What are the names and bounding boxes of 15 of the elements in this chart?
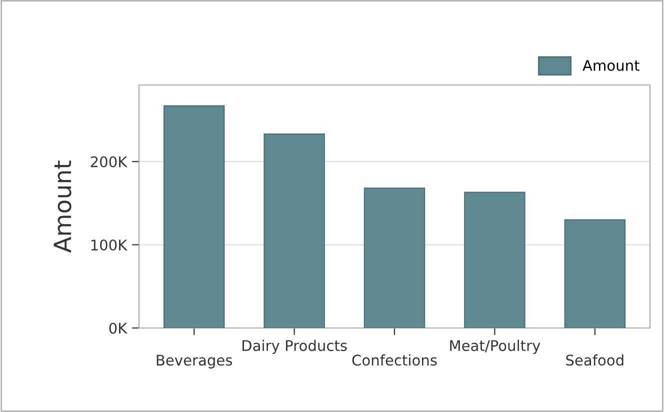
bar	[564, 219, 626, 328]
y-axis-title: Amount	[54, 160, 72, 253]
x-tick-label: Confections	[352, 354, 437, 366]
y-tick-label: 100K	[91, 240, 128, 251]
bar	[364, 188, 426, 328]
bar	[264, 134, 325, 328]
x-tick-label: Meat/Poultry	[450, 340, 540, 354]
x-tick-label: Beverages	[156, 354, 232, 368]
bar	[163, 105, 225, 328]
y-tick-label: 200K	[90, 156, 128, 168]
x-tick-label: Dairy Products	[242, 340, 347, 354]
bar	[464, 192, 526, 328]
legend-label: Amount	[582, 60, 640, 71]
y-tick-label: 0K	[109, 322, 128, 334]
x-tick-label: Seafood	[566, 354, 624, 366]
